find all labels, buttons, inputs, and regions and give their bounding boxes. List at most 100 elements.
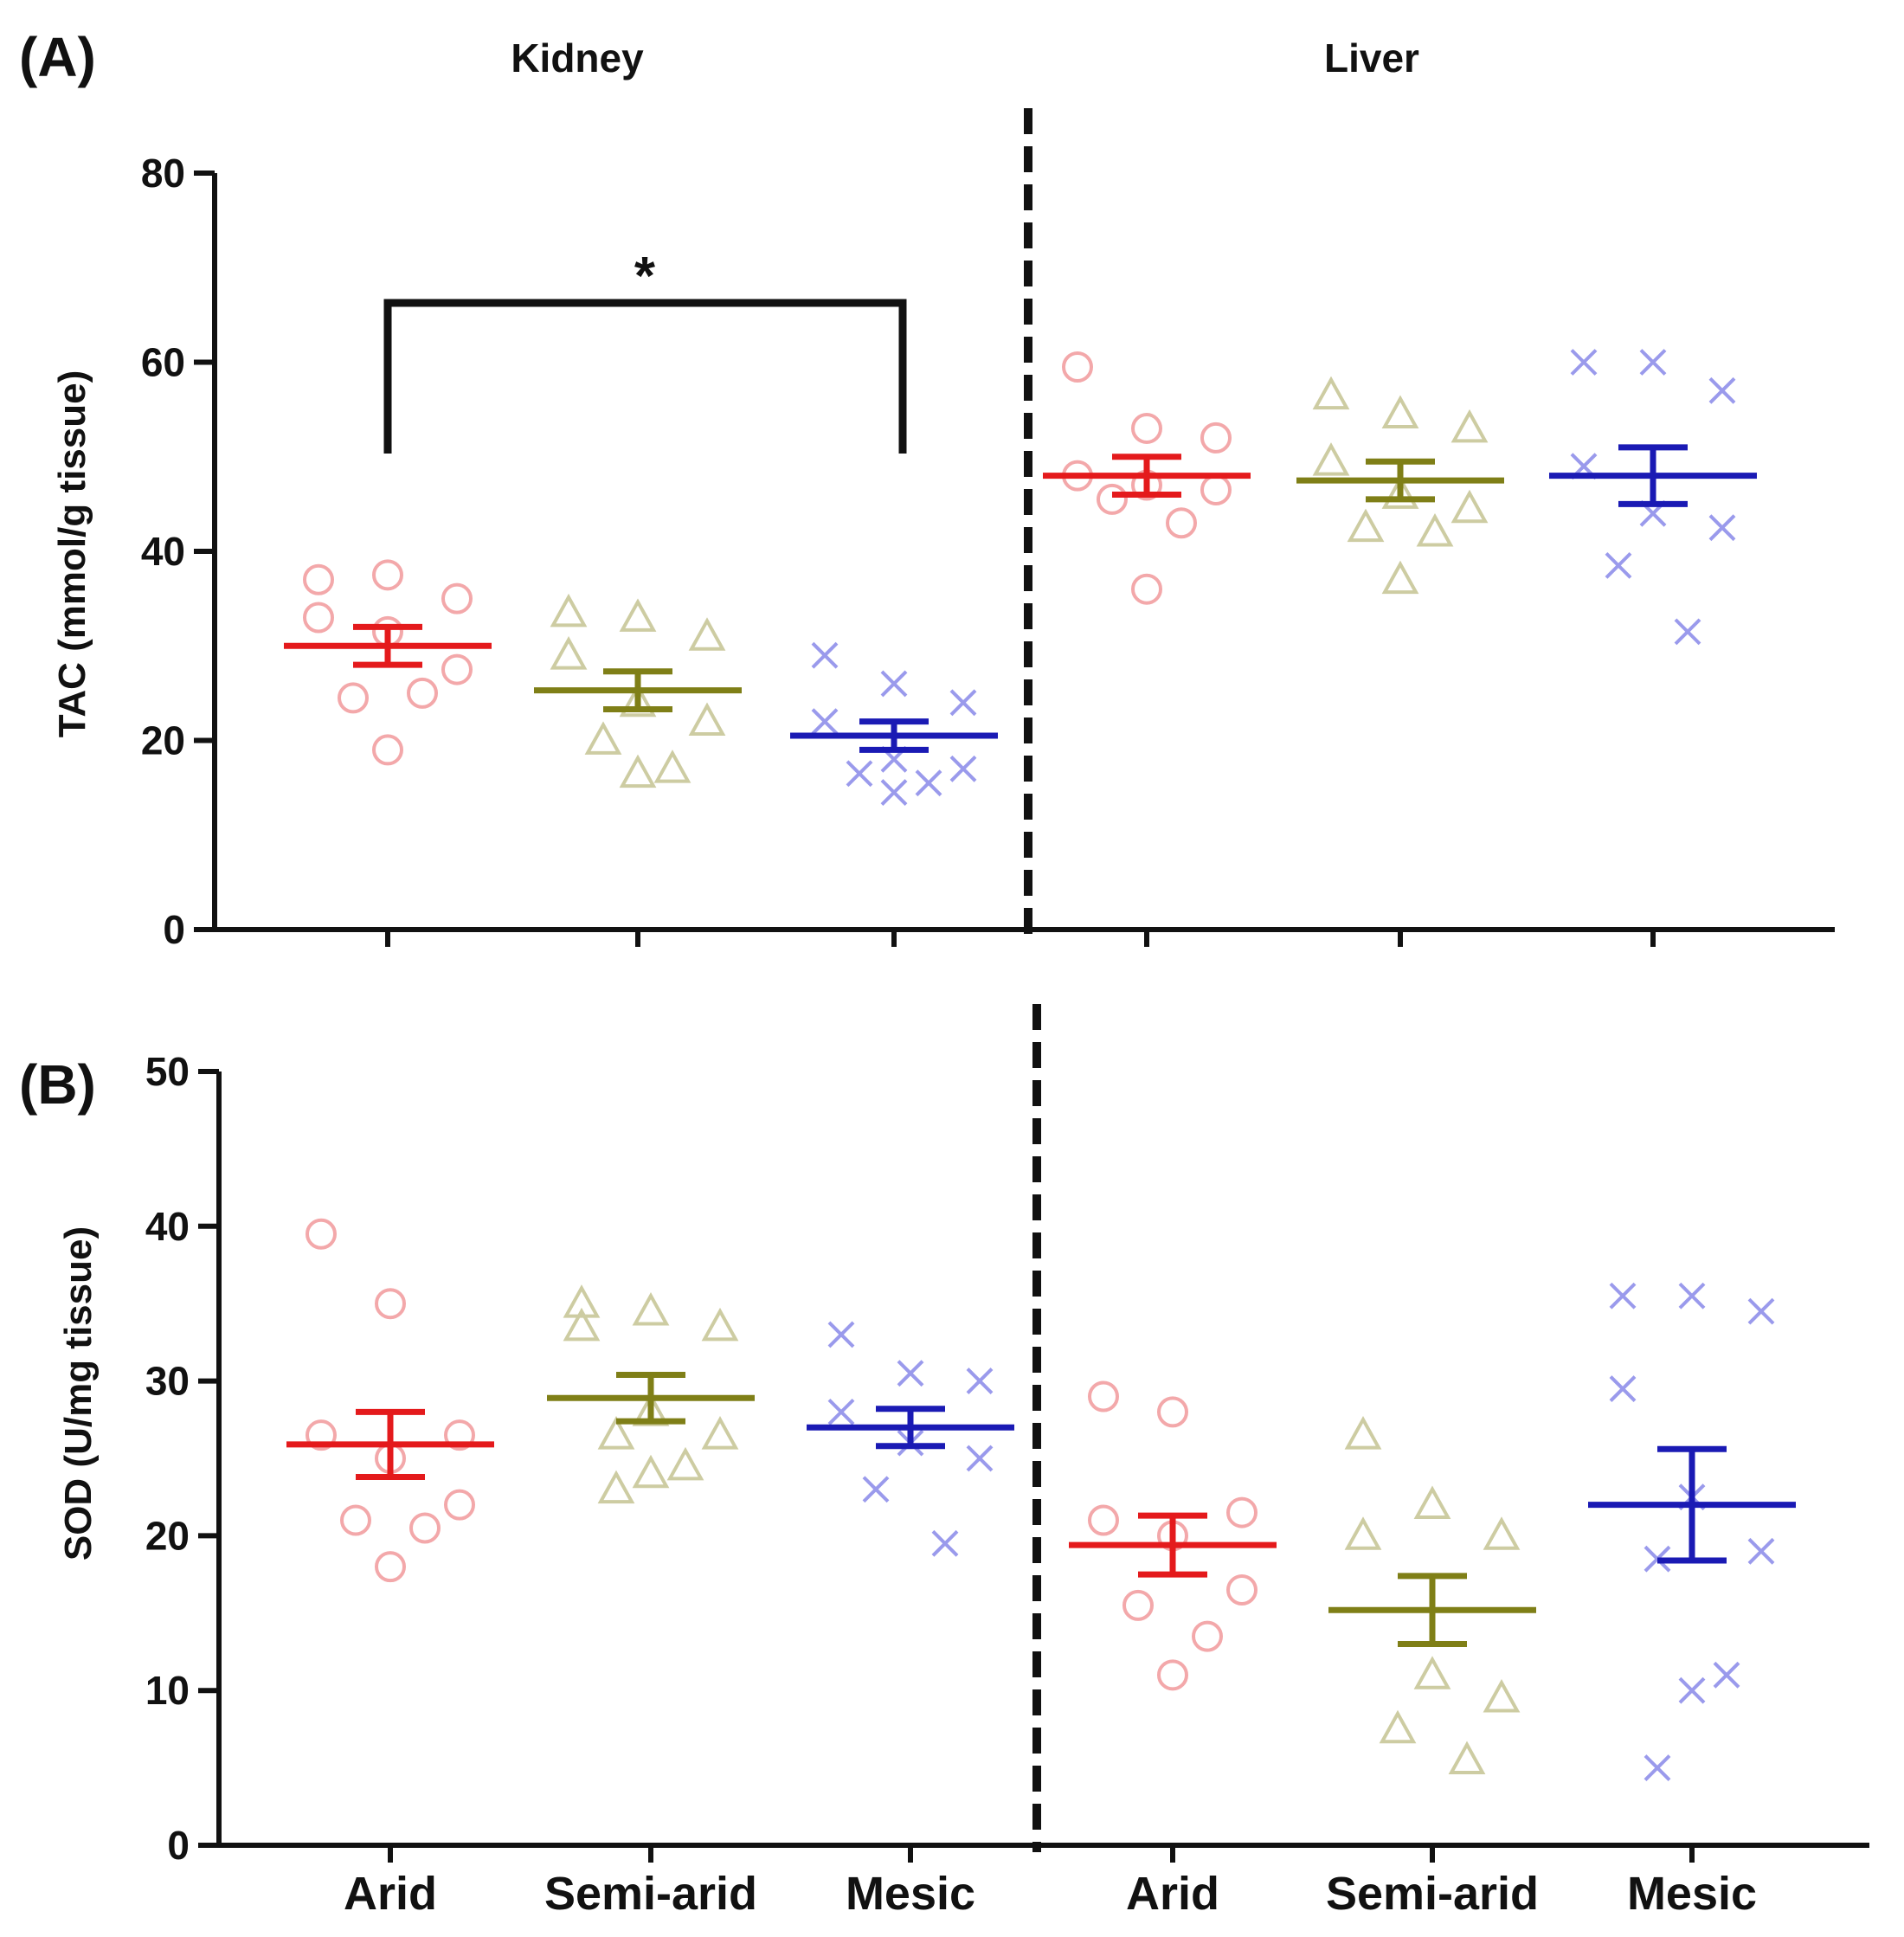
y-tick-label-20: 20 [145,1513,190,1558]
point-liver-semi-arid-3 [1451,409,1489,443]
point-kidney-semi-arid-7 [597,1416,635,1450]
point-liver-arid-6 [1226,1573,1258,1606]
panel-b-letter: (B) [19,1053,96,1116]
point-kidney-arid-2 [372,559,403,591]
point-kidney-mesic-4 [827,1398,855,1425]
panel-a-letter: (A) [19,26,96,88]
x-label-liver-mesic: Mesic [1627,1868,1757,1920]
point-kidney-mesic-2 [880,670,908,698]
point-kidney-semi-arid-9 [632,1454,670,1489]
point-liver-mesic-1 [1609,1282,1637,1310]
y-tick-label-60: 60 [141,340,185,385]
y-tick-label-40: 40 [141,529,185,574]
point-liver-arid-2 [1131,412,1162,444]
point-kidney-arid-8 [409,1512,441,1544]
point-kidney-semi-arid-5 [619,683,657,718]
point-kidney-semi-arid-9 [619,754,657,788]
point-liver-arid-3 [1200,422,1232,454]
y-tick-label-80: 80 [141,151,185,196]
point-kidney-arid-6 [441,653,473,685]
point-kidney-semi-arid-8 [666,1446,704,1481]
point-liver-semi-arid-2 [1413,1485,1451,1520]
point-liver-arid-1 [1088,1380,1119,1413]
point-kidney-arid-3 [444,1419,475,1451]
x-label-kidney-mesic: Mesic [846,1868,975,1920]
y-tick-label-40: 40 [145,1204,190,1249]
point-kidney-mesic-6 [966,1445,994,1472]
panel-b-y-ticks: 0 10 20 30 40 50 [145,1049,219,1868]
point-kidney-arid-8 [407,677,438,709]
y-tick-label-30: 30 [145,1359,190,1404]
y-tick-label-50: 50 [145,1049,190,1094]
point-liver-mesic-6 [1747,1537,1775,1565]
point-kidney-arid-6 [444,1489,475,1521]
point-kidney-arid-1 [306,1218,337,1250]
point-kidney-arid-7 [338,682,369,714]
point-liver-mesic-6 [1708,514,1736,542]
panel-a-x-ticks [385,930,1656,947]
point-liver-semi-arid-2 [1381,395,1419,428]
panel-a-means [284,444,1757,753]
point-liver-semi-arid-1 [1312,376,1350,410]
point-liver-arid-8 [1192,1620,1223,1652]
point-kidney-semi-arid-10 [597,1470,635,1504]
point-kidney-semi-arid-6 [701,1416,739,1450]
point-kidney-semi-arid-2 [632,1292,670,1326]
point-liver-arid-6 [1200,473,1232,505]
point-liver-semi-arid-9 [1381,560,1419,595]
point-liver-arid-7 [1122,1589,1154,1621]
panel-b-means [286,1371,1796,1648]
point-liver-mesic-3 [1747,1297,1775,1325]
point-kidney-arid-4 [303,602,334,634]
point-liver-semi-arid-4 [1312,442,1350,476]
point-liver-semi-arid-4 [1344,1516,1382,1550]
point-kidney-semi-arid-3 [701,1307,739,1342]
panel-a-y-axis-title: TAC (mmol/g tissue) [51,370,93,738]
y-tick-label-0: 0 [163,907,185,952]
significance-star: * [634,247,656,306]
point-kidney-mesic-1 [811,641,839,669]
point-liver-mesic-4 [1609,1375,1637,1402]
point-kidney-semi-arid-8 [653,750,691,783]
point-liver-mesic-10 [1643,1754,1671,1782]
x-label-liver-semi-arid: Semi-arid [1326,1868,1539,1920]
point-kidney-mesic-6 [949,755,977,782]
point-kidney-semi-arid-7 [584,721,622,755]
point-kidney-mesic-3 [949,689,977,717]
point-kidney-mesic-9 [880,779,908,807]
point-liver-mesic-3 [1708,376,1736,404]
point-liver-semi-arid-6 [1483,1679,1521,1713]
point-kidney-arid-3 [441,582,473,615]
point-kidney-arid-2 [375,1288,406,1320]
point-liver-mesic-2 [1678,1282,1706,1310]
x-label-kidney-semi-arid: Semi-arid [544,1868,757,1920]
point-kidney-semi-arid-5 [632,1393,670,1426]
point-kidney-arid-7 [340,1504,371,1536]
point-kidney-semi-arid-1 [563,1284,601,1318]
point-kidney-semi-arid-4 [550,636,588,670]
point-kidney-semi-arid-6 [688,702,726,737]
point-liver-semi-arid-6 [1451,489,1489,524]
panel-a-points [303,349,1736,807]
point-kidney-mesic-3 [966,1367,994,1395]
point-kidney-arid-9 [375,1551,406,1583]
panel-a-y-ticks: 0 20 40 60 80 [141,151,215,952]
y-tick-label-10: 10 [145,1668,190,1713]
point-kidney-mesic-8 [915,769,942,797]
y-tick-label-20: 20 [141,718,185,763]
point-liver-semi-arid-7 [1347,508,1385,543]
significance-bracket [383,299,907,454]
point-liver-semi-arid-7 [1379,1709,1417,1744]
point-liver-arid-8 [1166,507,1197,539]
point-kidney-mesic-2 [897,1360,924,1387]
x-label-liver-arid: Arid [1126,1868,1219,1920]
point-kidney-mesic-1 [827,1321,855,1348]
point-liver-semi-arid-3 [1483,1516,1521,1550]
point-liver-arid-7 [1097,483,1128,515]
panel-b-y-axis-title: SOD (U/mg tissue) [57,1226,100,1561]
point-liver-arid-4 [1088,1504,1119,1536]
point-kidney-mesic-4 [811,708,839,736]
y-tick-label-0: 0 [167,1823,190,1868]
point-liver-arid-3 [1226,1496,1258,1528]
